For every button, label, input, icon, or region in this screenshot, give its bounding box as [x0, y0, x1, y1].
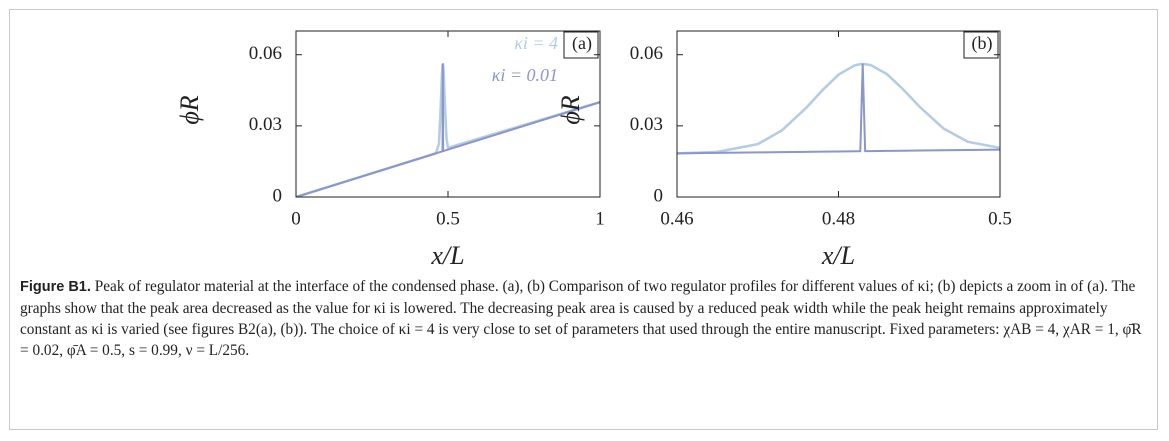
panel-label-box: [963, 31, 999, 59]
x-tick-label: 0.5: [436, 208, 460, 229]
plot-frame: [295, 30, 601, 198]
series-line: [677, 62, 1000, 155]
series-line: [296, 63, 600, 197]
figure: 00.030.060 0.5 1x/LϕR(a)κi = 4κi = 0.0100.…: [175, 30, 1012, 270]
x-tick-label: 0.46: [660, 208, 693, 229]
y-axis-label: ϕR: [556, 95, 585, 124]
caption-text: Peak of regulator material at the interf…: [20, 278, 1142, 359]
x-tick-label: 1: [595, 208, 605, 229]
series-line: [677, 63, 1000, 155]
caption: Figure B1. Peak of regulator material at…: [20, 276, 1150, 361]
y-tick-label: 0.03: [630, 114, 663, 135]
caption-label: Figure B1.: [20, 279, 91, 295]
x-tick-label: 0.5: [988, 208, 1012, 229]
x-tick-label: 0: [291, 208, 301, 229]
x-tick-label: 0.48: [822, 208, 855, 229]
panel-label-box: [563, 31, 599, 59]
y-tick-label: 0.06: [630, 43, 663, 64]
figure-border: [9, 9, 1158, 430]
y-tick-label: 0.03: [249, 114, 282, 135]
y-tick-label: 0: [654, 185, 664, 206]
legend-entry: κi = 4: [514, 33, 558, 53]
plot-frame: [676, 30, 1001, 198]
panel-label: (b): [972, 33, 993, 54]
x-axis-label: x/L: [821, 241, 855, 270]
x-axis-label: x/L: [430, 241, 464, 270]
y-tick-label: 0: [273, 185, 283, 206]
panel-label: (a): [572, 33, 592, 54]
y-axis-label: ϕR: [175, 95, 204, 124]
legend-entry: κi = 0.01: [492, 65, 558, 85]
y-tick-label: 0.06: [249, 43, 282, 64]
